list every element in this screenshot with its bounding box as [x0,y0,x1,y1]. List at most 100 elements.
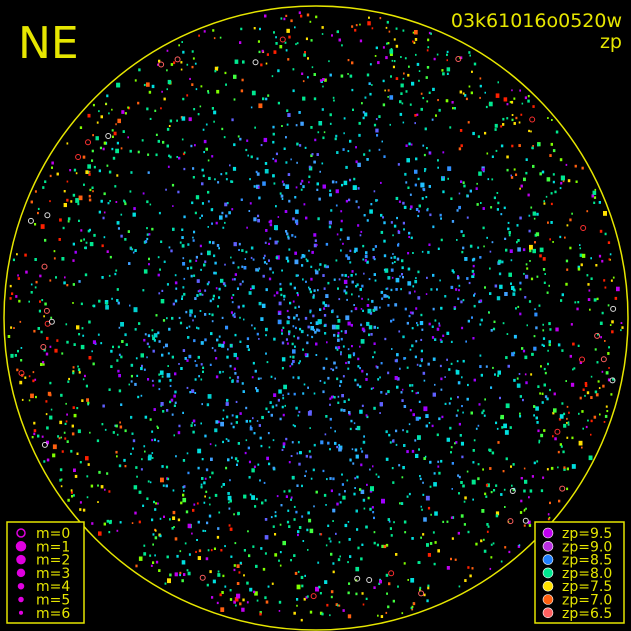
star-point [412,413,415,417]
star-point [439,338,442,341]
star-point [340,219,343,223]
bright-star-marker [579,356,586,363]
star-point [116,82,121,88]
star-point [433,472,436,475]
star-point [467,566,470,569]
star-point [313,392,316,395]
star-point [302,392,305,395]
star-point [340,408,343,412]
star-point [605,371,609,375]
star-point [291,362,294,366]
bright-star-marker [252,59,259,66]
star-point [55,276,57,279]
star-point [472,275,475,278]
star-point [92,340,96,344]
star-point [225,325,229,330]
star-point [51,161,54,165]
star-point [231,296,233,299]
star-point [473,294,475,297]
star-point [62,226,65,230]
star-point [116,288,119,291]
star-point [295,314,298,317]
star-point [457,396,459,399]
star-point [294,425,296,428]
star-point [434,383,436,386]
star-point [20,359,23,362]
star-point [355,160,358,164]
star-point [389,95,394,100]
star-point [457,381,461,385]
star-point [426,599,429,603]
star-point [510,259,513,262]
star-point [105,302,108,305]
star-point [49,279,52,282]
star-point [260,377,262,380]
star-point [535,232,540,237]
star-point [248,554,251,558]
star-point [408,236,410,238]
star-point [228,211,231,215]
star-point [341,44,343,47]
star-point [231,208,234,211]
star-point [362,309,364,312]
star-point [264,499,267,502]
star-point [65,402,67,405]
star-point [505,403,510,409]
star-point [590,419,593,423]
star-point [129,190,132,193]
star-point [253,185,256,188]
star-point [462,411,464,414]
star-point [366,415,369,419]
star-point [167,365,169,367]
star-point [387,276,391,280]
star-point [450,285,454,289]
star-point [458,492,460,495]
star-point [506,333,509,335]
star-point [390,48,393,51]
star-point [34,258,37,261]
star-point [499,396,501,400]
star-point [123,458,126,462]
star-point [455,441,458,444]
star-point [297,318,300,321]
star-point [324,303,327,307]
star-point [169,155,172,159]
star-point [37,434,40,438]
star-point [402,29,405,32]
star-point [152,561,155,564]
star-point [530,373,533,376]
star-point [53,257,56,260]
star-point [66,142,69,145]
star-point [235,400,238,403]
star-point [301,484,303,488]
star-point [193,274,196,277]
star-point [63,203,67,208]
star-point [78,195,83,201]
star-point [578,412,580,415]
star-point [349,458,352,461]
star-point [195,255,198,259]
star-point [259,436,262,440]
star-point [442,520,445,523]
star-point [196,279,200,283]
bright-star-marker [41,441,48,448]
star-point [246,581,249,585]
star-point [464,257,468,261]
star-point [396,353,399,357]
star-point [42,361,45,364]
star-point [33,429,37,433]
star-point [593,201,596,204]
star-point [387,518,390,521]
star-point [351,280,354,284]
star-point [554,190,557,194]
star-point [308,518,312,523]
star-point [297,274,299,277]
star-point [597,380,600,383]
star-point [425,495,430,501]
star-point [189,259,192,263]
star-point [328,60,330,63]
star-point [329,614,331,617]
star-point [532,105,535,108]
star-point [516,383,521,388]
star-point [228,524,231,527]
